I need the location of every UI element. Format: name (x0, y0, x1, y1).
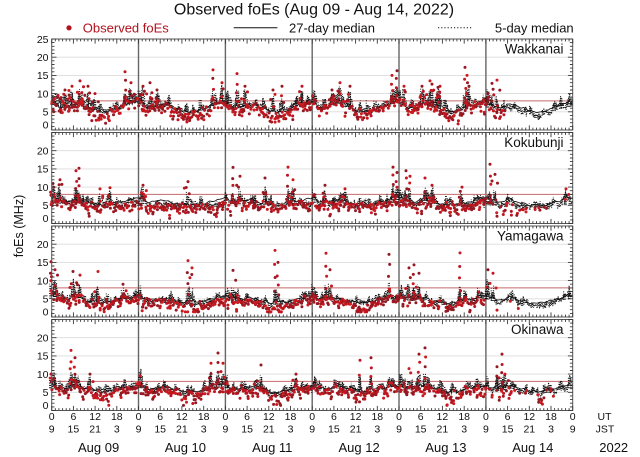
svg-text:3: 3 (374, 424, 380, 436)
svg-text:9: 9 (483, 424, 489, 436)
svg-text:6: 6 (505, 411, 511, 423)
svg-text:10: 10 (37, 88, 49, 100)
svg-text:9: 9 (49, 424, 55, 436)
svg-text:0: 0 (43, 307, 49, 319)
svg-text:18: 18 (198, 411, 210, 423)
svg-text:0: 0 (49, 411, 55, 423)
svg-text:0: 0 (43, 400, 49, 412)
svg-text:21: 21 (523, 424, 535, 436)
svg-text:12: 12 (350, 411, 362, 423)
svg-text:5: 5 (43, 387, 49, 399)
svg-text:10: 10 (37, 369, 49, 381)
svg-text:10: 10 (37, 182, 49, 194)
svg-text:6: 6 (157, 411, 163, 423)
svg-text:Yamagawa: Yamagawa (497, 229, 564, 244)
svg-text:15: 15 (241, 424, 253, 436)
svg-text:12: 12 (89, 411, 101, 423)
svg-text:0: 0 (43, 213, 49, 225)
svg-text:0: 0 (570, 411, 576, 423)
svg-text:Observed foEs: Observed foEs (83, 20, 169, 35)
svg-text:Aug 12: Aug 12 (338, 440, 379, 455)
svg-text:6: 6 (331, 411, 337, 423)
svg-text:9: 9 (222, 424, 228, 436)
svg-text:15: 15 (37, 70, 49, 82)
svg-text:0: 0 (136, 411, 142, 423)
svg-text:5: 5 (43, 200, 49, 212)
svg-text:15: 15 (502, 424, 514, 436)
svg-text:0: 0 (43, 120, 49, 132)
svg-text:9: 9 (396, 424, 402, 436)
svg-text:21: 21 (437, 424, 449, 436)
svg-text:18: 18 (371, 411, 383, 423)
svg-text:3: 3 (548, 424, 554, 436)
svg-text:9: 9 (136, 424, 142, 436)
svg-text:15: 15 (37, 351, 49, 363)
svg-text:15: 15 (415, 424, 427, 436)
svg-text:18: 18 (545, 411, 557, 423)
svg-text:3: 3 (461, 424, 467, 436)
svg-text:12: 12 (437, 411, 449, 423)
svg-text:0: 0 (309, 411, 315, 423)
svg-text:3: 3 (201, 424, 207, 436)
svg-text:3: 3 (114, 424, 120, 436)
svg-text:18: 18 (285, 411, 297, 423)
svg-text:JST: JST (596, 424, 615, 436)
svg-text:20: 20 (37, 333, 49, 345)
svg-text:25: 25 (37, 34, 49, 46)
svg-text:21: 21 (350, 424, 362, 436)
svg-text:Aug 11: Aug 11 (252, 440, 292, 455)
svg-text:2022: 2022 (599, 440, 628, 455)
svg-text:21: 21 (176, 424, 188, 436)
svg-text:15: 15 (68, 424, 80, 436)
svg-text:foEs (MHz): foEs (MHz) (12, 195, 26, 258)
svg-text:21: 21 (89, 424, 101, 436)
svg-text:21: 21 (263, 424, 275, 436)
svg-text:20: 20 (37, 52, 49, 64)
svg-text:Aug 13: Aug 13 (425, 440, 466, 455)
svg-text:6: 6 (70, 411, 76, 423)
svg-text:20: 20 (37, 146, 49, 158)
svg-text:20: 20 (37, 239, 49, 251)
svg-text:15: 15 (328, 424, 340, 436)
svg-text:15: 15 (37, 257, 49, 269)
svg-text:Aug 10: Aug 10 (165, 440, 206, 455)
svg-text:Aug 09: Aug 09 (78, 440, 119, 455)
svg-text:Aug 14: Aug 14 (512, 440, 553, 455)
svg-text:5: 5 (43, 294, 49, 306)
svg-text:Wakkanai: Wakkanai (505, 42, 564, 57)
svg-text:Observed foEs (Aug 09 - Aug 14: Observed foEs (Aug 09 - Aug 14, 2022) (174, 2, 454, 19)
svg-text:15: 15 (37, 164, 49, 176)
svg-text:5-day median: 5-day median (495, 20, 574, 35)
svg-text:6: 6 (244, 411, 250, 423)
svg-text:6: 6 (418, 411, 424, 423)
svg-text:15: 15 (154, 424, 166, 436)
svg-text:3: 3 (288, 424, 294, 436)
svg-text:Okinawa: Okinawa (511, 322, 564, 337)
svg-text:18: 18 (458, 411, 470, 423)
svg-text:Kokubunji: Kokubunji (504, 135, 563, 150)
svg-text:UT: UT (598, 411, 613, 423)
svg-text:12: 12 (176, 411, 188, 423)
svg-text:18: 18 (111, 411, 123, 423)
svg-text:9: 9 (570, 424, 576, 436)
svg-text:27-day median: 27-day median (289, 20, 375, 35)
svg-text:0: 0 (222, 411, 228, 423)
svg-text:12: 12 (523, 411, 535, 423)
svg-text:12: 12 (263, 411, 275, 423)
svg-text:5: 5 (43, 107, 49, 119)
svg-text:0: 0 (396, 411, 402, 423)
svg-text:0: 0 (483, 411, 489, 423)
svg-text:9: 9 (309, 424, 315, 436)
svg-text:10: 10 (37, 275, 49, 287)
